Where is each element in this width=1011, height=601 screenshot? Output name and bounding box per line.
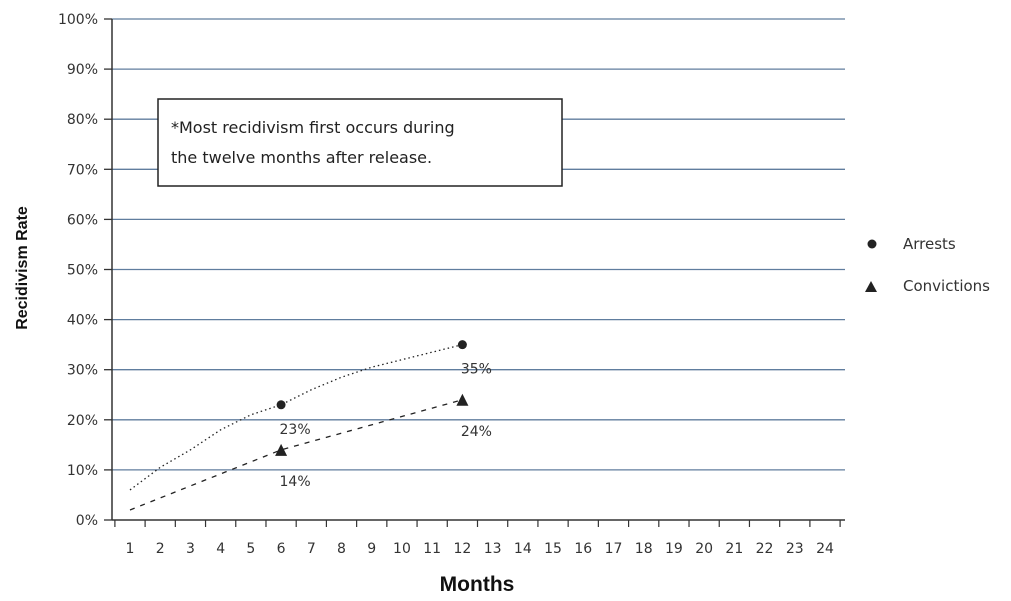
point-convictions	[275, 443, 288, 456]
x-tick-label: 12	[453, 541, 471, 557]
x-tick-label: 20	[695, 541, 713, 557]
x-tick-label: 3	[186, 541, 195, 557]
x-tick-label: 2	[156, 541, 165, 557]
point-arrests	[457, 340, 467, 350]
gridlines	[112, 18, 845, 471]
y-tick-label: 50%	[67, 263, 98, 279]
x-tick-label: 10	[393, 541, 411, 557]
point-convictions	[456, 393, 469, 406]
x-tick-label: 6	[277, 541, 286, 557]
legend-convictions-marker	[865, 281, 877, 292]
y-tick-label: 0%	[76, 513, 98, 529]
data-label-arrests: 35%	[461, 362, 492, 378]
legend-convictions-label: Convictions	[903, 277, 990, 295]
x-tick-label: 15	[544, 541, 562, 557]
data-points	[275, 340, 469, 456]
trendlines	[129, 344, 463, 511]
y-tick-label: 70%	[67, 162, 98, 178]
y-tick-label: 20%	[67, 413, 98, 429]
x-tick-label: 22	[756, 541, 774, 557]
y-tick-label: 100%	[58, 12, 98, 28]
x-tick-label: 1	[126, 541, 135, 557]
x-tick-label: 24	[816, 541, 834, 557]
data-label-convictions: 14%	[280, 474, 311, 490]
data-label-convictions: 24%	[461, 424, 492, 440]
y-tick-label: 30%	[67, 363, 98, 379]
x-tick-label: 5	[246, 541, 255, 557]
x-tick-label: 14	[514, 541, 532, 557]
x-tick-label: 18	[635, 541, 653, 557]
point-arrests	[276, 400, 286, 410]
x-tick-label: 7	[307, 541, 316, 557]
y-axis-title: Recidivism Rate	[14, 206, 31, 330]
data-labels: 23% 35% 14% 24%	[280, 362, 492, 490]
x-tick-label: 23	[786, 541, 804, 557]
annotation-box: *Most recidivism first occurs during the…	[157, 98, 563, 187]
x-tick-label: 17	[605, 541, 623, 557]
trendline-convictions	[129, 399, 463, 511]
x-tick-label: 9	[367, 541, 376, 557]
trendline-arrests	[129, 344, 463, 491]
y-tick-labels: 0% 10% 20% 30% 40% 50% 60% 70% 80% 90% 100%	[58, 12, 112, 529]
x-tick-label: 21	[725, 541, 743, 557]
legend-arrests-label: Arrests	[903, 235, 956, 253]
annotation-line-1: *Most recidivism first occurs during	[171, 118, 455, 137]
x-tick-label: 4	[216, 541, 225, 557]
y-tick-label: 90%	[67, 62, 98, 78]
x-tick-label: 8	[337, 541, 346, 557]
x-tick-labels: 1 2 3 4 5 6 7 8 9 10 11 12 13 14 15 16 17 18 19 20 21 22 23 24	[114, 520, 841, 557]
x-tick-label: 13	[484, 541, 502, 557]
annotation-line-2: the twelve months after release.	[171, 148, 432, 167]
x-tick-label: 11	[423, 541, 441, 557]
y-tick-label: 40%	[67, 313, 98, 329]
y-tick-label: 60%	[67, 212, 98, 228]
legend: Arrests Convictions	[865, 235, 990, 295]
y-tick-label: 80%	[67, 112, 98, 128]
y-tick-label: 10%	[67, 463, 98, 479]
x-tick-label: 19	[665, 541, 683, 557]
legend-arrests-marker	[867, 239, 877, 249]
data-label-arrests: 23%	[280, 422, 311, 438]
x-axis-title: Months	[440, 573, 515, 596]
x-tick-label: 16	[574, 541, 592, 557]
